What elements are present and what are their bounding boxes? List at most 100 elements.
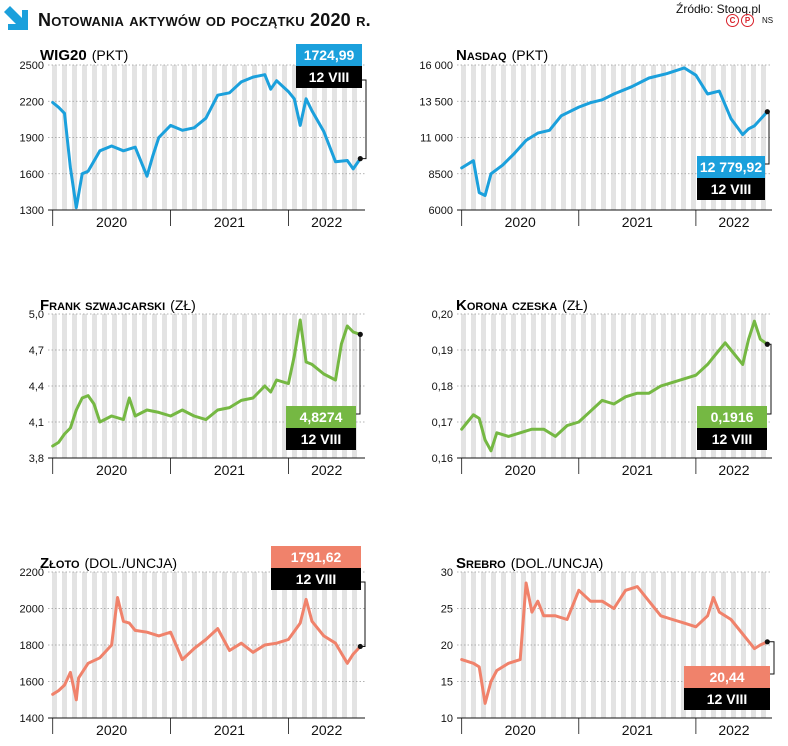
data-point xyxy=(513,152,516,155)
stripe xyxy=(342,65,347,210)
data-point xyxy=(251,651,255,654)
data-point xyxy=(69,426,72,430)
data-point xyxy=(554,435,557,438)
stripe xyxy=(471,314,476,458)
value-label: 12 779,92 xyxy=(700,159,762,175)
data-point xyxy=(304,598,308,601)
data-point xyxy=(612,402,616,406)
date-box xyxy=(271,568,361,590)
callout-connector xyxy=(767,343,772,415)
y-tick-label: 2000 xyxy=(20,604,44,616)
callout-connector xyxy=(356,333,361,415)
stripe xyxy=(761,314,766,458)
data-point xyxy=(718,610,721,614)
stripe xyxy=(142,572,147,718)
data-point xyxy=(589,101,592,104)
data-point xyxy=(346,159,349,162)
data-point xyxy=(507,662,510,665)
data-point xyxy=(334,378,337,382)
stripe xyxy=(62,314,67,458)
stripe xyxy=(531,314,536,458)
data-point xyxy=(310,109,314,113)
credit-letter-p: P xyxy=(741,14,754,27)
data-point xyxy=(483,194,487,197)
stripe xyxy=(681,314,686,458)
data-point xyxy=(519,431,522,434)
stripe xyxy=(601,572,606,718)
data-point xyxy=(554,614,557,617)
stripe xyxy=(142,65,147,210)
data-point xyxy=(478,665,481,669)
data-point xyxy=(69,166,72,169)
data-point xyxy=(192,647,196,650)
year-label: 2020 xyxy=(96,722,127,738)
callout-connector xyxy=(767,641,775,675)
data-point xyxy=(542,614,545,617)
stripe xyxy=(551,314,556,458)
data-point xyxy=(275,79,278,82)
data-point xyxy=(51,444,54,448)
data-point xyxy=(122,620,125,623)
value-box xyxy=(697,406,767,428)
year-label: 2021 xyxy=(622,722,653,738)
y-tick-label: 20 xyxy=(441,640,453,652)
chart-title-unit: (DOL./UNCJA) xyxy=(511,555,604,571)
data-point xyxy=(624,395,627,398)
y-tick-label: 2200 xyxy=(20,567,44,579)
data-point xyxy=(110,414,113,418)
chart-title: WIG20 (PKT) xyxy=(40,47,128,64)
data-point xyxy=(489,680,493,683)
date-box xyxy=(697,178,765,200)
stripe xyxy=(601,314,606,458)
stripe xyxy=(481,572,486,718)
date-label: 12 VIII xyxy=(301,431,341,447)
stripe xyxy=(481,314,486,458)
data-point xyxy=(340,342,343,346)
data-point xyxy=(577,420,580,424)
data-point xyxy=(169,124,172,127)
data-point xyxy=(659,384,662,388)
stripe xyxy=(352,572,357,718)
credits: C P NS xyxy=(726,14,773,27)
data-point xyxy=(507,435,510,438)
data-point xyxy=(304,97,308,101)
data-point xyxy=(741,632,744,636)
data-point xyxy=(298,318,302,322)
year-label: 2021 xyxy=(622,214,653,230)
data-point xyxy=(110,144,113,148)
chart-title: Korona czeska (ZŁ) xyxy=(456,297,588,314)
stripe xyxy=(621,314,626,458)
year-label: 2020 xyxy=(505,462,536,478)
stripe xyxy=(132,65,137,210)
data-point xyxy=(729,618,733,621)
chart-title-name: Nasdaq xyxy=(456,47,507,64)
data-point xyxy=(269,390,272,394)
y-tick-label: 10 xyxy=(441,713,453,725)
stripe xyxy=(671,314,676,458)
chart-title-unit: (DOL./UNCJA) xyxy=(85,555,178,571)
data-point xyxy=(694,73,698,77)
y-tick-label: 1600 xyxy=(20,169,44,181)
data-point xyxy=(204,418,208,421)
data-point xyxy=(228,649,231,652)
arrow-down-right-icon xyxy=(4,6,28,30)
data-point xyxy=(86,394,90,397)
chart-czk: 0,20 0,19 0,18 0,17 0,16 2020 2021 2022 Korona c… xyxy=(432,297,772,478)
data-point xyxy=(228,91,231,94)
stripe xyxy=(262,65,267,210)
data-point xyxy=(694,374,698,377)
value-box xyxy=(286,406,356,428)
date-label: 12 VIII xyxy=(296,571,336,587)
data-point xyxy=(577,589,580,592)
data-point xyxy=(204,638,208,641)
data-point xyxy=(472,159,475,162)
data-point xyxy=(57,441,60,444)
data-point xyxy=(647,600,651,603)
data-point xyxy=(753,647,756,650)
data-point xyxy=(460,166,463,170)
series-line xyxy=(51,596,362,702)
data-point xyxy=(723,341,727,344)
year-label: 2022 xyxy=(311,462,342,478)
data-point xyxy=(263,384,267,388)
